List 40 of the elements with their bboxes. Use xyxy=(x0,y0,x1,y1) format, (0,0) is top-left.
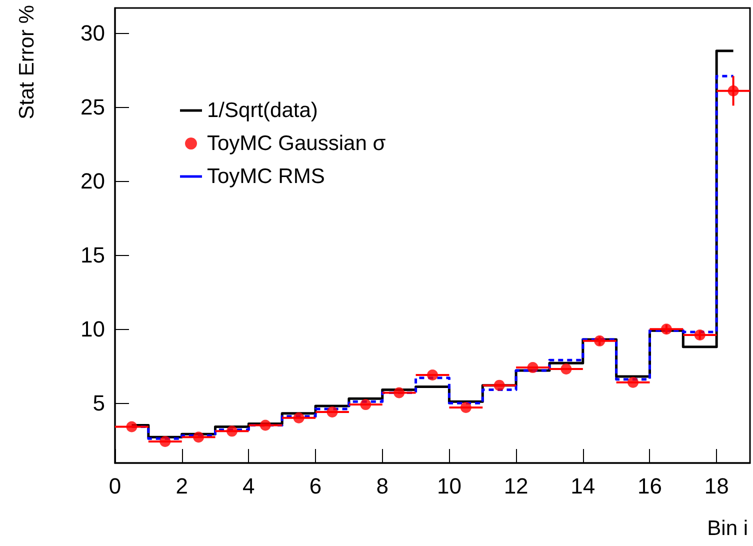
y-tick-label: 20 xyxy=(80,168,105,194)
point xyxy=(360,399,372,410)
point xyxy=(560,364,572,375)
point xyxy=(394,387,405,398)
point xyxy=(728,85,739,96)
point xyxy=(660,324,672,335)
point xyxy=(628,376,639,388)
x-axis-title: Bin i xyxy=(707,517,748,540)
x-tick-label: 18 xyxy=(704,474,729,498)
y-tick-label: 15 xyxy=(80,242,105,268)
point xyxy=(594,335,606,346)
x-tick-label: 14 xyxy=(570,474,596,498)
point xyxy=(160,436,171,448)
y-tick-label: 5 xyxy=(92,390,105,416)
point xyxy=(326,406,338,418)
point xyxy=(126,421,138,432)
point xyxy=(694,330,706,341)
x-tick-label: 8 xyxy=(376,474,388,498)
point xyxy=(193,432,204,443)
x-tick-label: 4 xyxy=(242,474,255,498)
x-tick-label: 0 xyxy=(108,474,122,498)
y-tick-label: 30 xyxy=(80,20,105,46)
point xyxy=(494,380,505,391)
y-tick-label: 25 xyxy=(80,94,105,120)
point xyxy=(527,362,538,374)
point xyxy=(260,420,271,431)
legend-label: ToyMC RMS xyxy=(207,165,325,188)
x-tick-label: 12 xyxy=(504,474,528,498)
legend-label: ToyMC Gaussian σ xyxy=(207,132,386,155)
x-tick-label: 6 xyxy=(309,474,322,498)
point xyxy=(226,426,238,437)
y-tick-label: 10 xyxy=(80,316,105,342)
x-tick-label: 2 xyxy=(176,474,188,498)
y-axis-title: Stat Error % xyxy=(16,5,38,120)
legend-label: 1/Sqrt(data) xyxy=(207,99,318,122)
x-tick-label: 10 xyxy=(436,474,462,498)
x-tick-label: 16 xyxy=(637,474,662,498)
point xyxy=(460,402,472,414)
point xyxy=(427,369,438,380)
point xyxy=(293,412,304,424)
